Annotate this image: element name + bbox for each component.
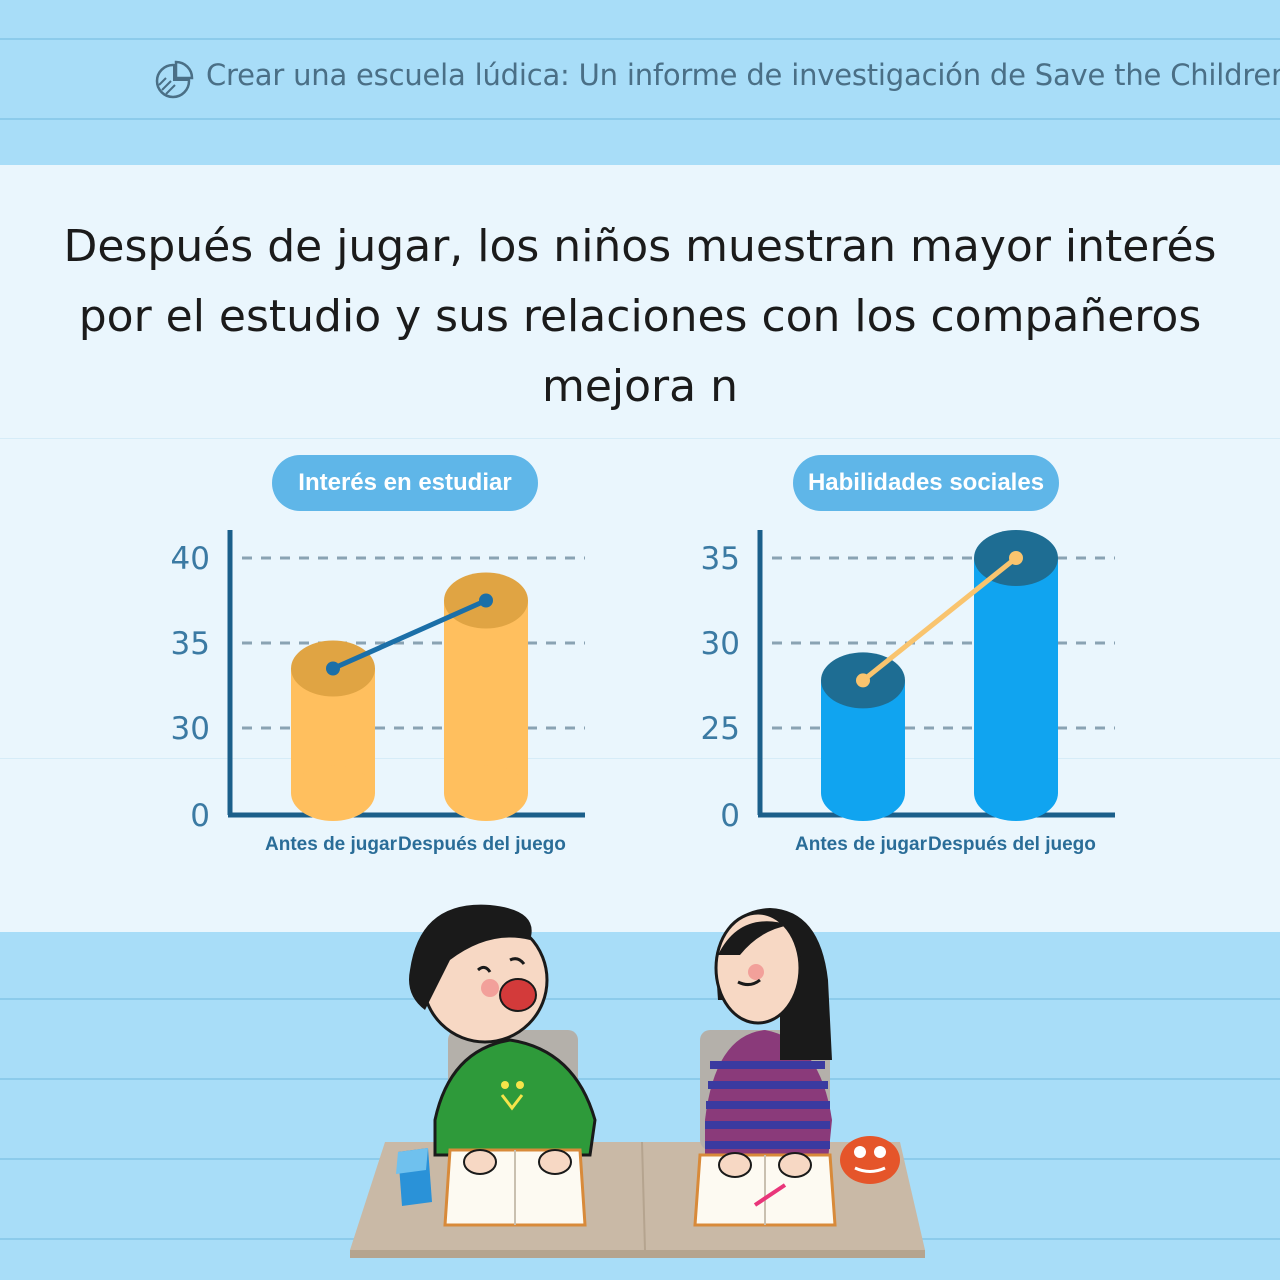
pie-chart-icon — [155, 60, 194, 99]
chart-habilidades-sociales: 0 25 30 35 Antes de jugar Después del juego — [701, 530, 1115, 855]
chart-interes-estudiar: 0 30 35 40 Antes de jugar Después del juego — [171, 530, 585, 855]
bg-line — [0, 1078, 1280, 1080]
y-tick-label: 0 — [190, 798, 210, 834]
y-tick-label: 35 — [701, 541, 740, 577]
children-studying-illustration — [350, 904, 925, 1258]
y-tick-label: 0 — [720, 798, 740, 834]
bar-body — [974, 558, 1058, 793]
bar-base — [974, 765, 1058, 821]
bg-line — [0, 118, 1280, 120]
content-panel — [0, 165, 1280, 932]
y-tick-label: 25 — [701, 711, 740, 747]
x-category-label: Antes de jugar — [795, 834, 928, 855]
bg-line — [0, 998, 1280, 1000]
x-category-label: Después del juego — [928, 834, 1096, 855]
y-tick-label: 30 — [701, 626, 740, 662]
bar-base — [291, 765, 375, 821]
trend-line — [861, 556, 1018, 683]
y-tick-label: 35 — [171, 626, 210, 662]
bg-line — [0, 38, 1280, 40]
x-category-label: Antes de jugar — [265, 834, 398, 855]
data-point — [1009, 551, 1023, 565]
chart1-title-pill: Interés en estudiar — [272, 455, 538, 511]
x-category-label: Después del juego — [398, 834, 566, 855]
chart2-title-pill: Habilidades sociales — [793, 455, 1059, 511]
y-tick-label: 30 — [171, 711, 210, 747]
bar-base — [821, 765, 905, 821]
data-point — [326, 661, 340, 676]
bar-body — [444, 600, 528, 793]
data-point — [479, 593, 493, 608]
bar-base — [444, 765, 528, 821]
y-tick-label: 40 — [171, 541, 210, 577]
trend-line — [331, 598, 488, 671]
data-point — [856, 673, 870, 688]
header-title: Crear una escuela lúdica: Un informe de … — [206, 58, 1280, 92]
main-title: Después de jugar, los niños muestran may… — [63, 221, 1217, 412]
